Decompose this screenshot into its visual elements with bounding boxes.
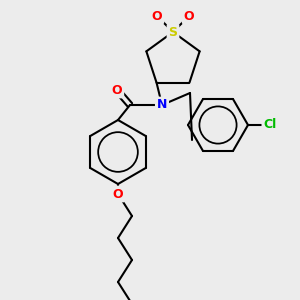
Text: N: N [157, 98, 167, 112]
Text: Cl: Cl [263, 118, 277, 131]
Text: O: O [152, 10, 162, 22]
Text: O: O [113, 188, 123, 200]
Text: O: O [112, 83, 122, 97]
Text: O: O [184, 10, 194, 22]
Text: S: S [169, 26, 178, 38]
